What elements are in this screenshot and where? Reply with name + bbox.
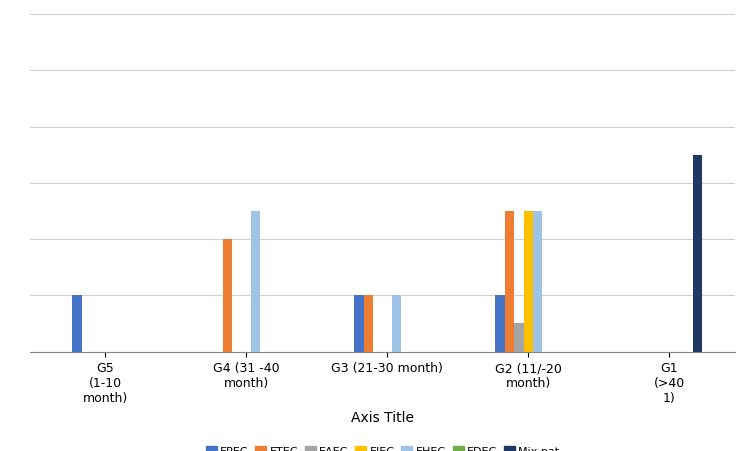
- Bar: [354, 296, 364, 352]
- Bar: [223, 239, 232, 352]
- Bar: [495, 296, 505, 352]
- Bar: [364, 296, 373, 352]
- Bar: [72, 296, 82, 352]
- Bar: [392, 296, 401, 352]
- Bar: [533, 212, 542, 352]
- X-axis label: Axis Title: Axis Title: [351, 410, 414, 424]
- Bar: [251, 212, 260, 352]
- Bar: [693, 155, 702, 352]
- Legend: EPEC, ETEC, EAEC, EIEC, EHEC, EDEC, Mix pat: EPEC, ETEC, EAEC, EIEC, EHEC, EDEC, Mix …: [201, 442, 564, 451]
- Bar: [505, 212, 514, 352]
- Bar: [524, 212, 533, 352]
- Bar: [514, 324, 523, 352]
